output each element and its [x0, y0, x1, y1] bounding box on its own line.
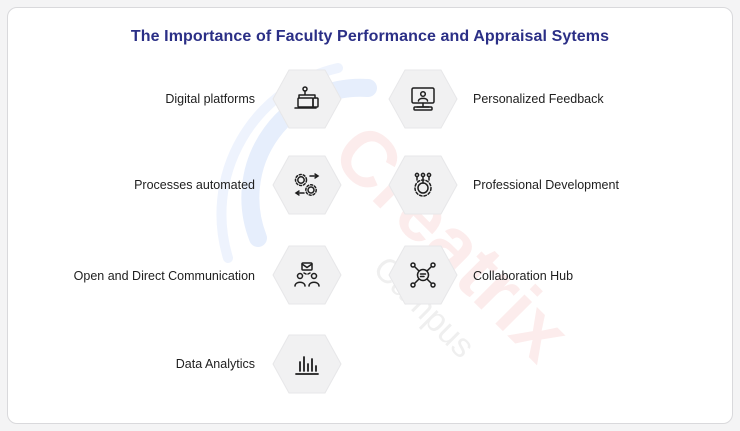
network-hub-icon	[410, 262, 436, 288]
label-digital-platforms: Digital platforms	[165, 92, 255, 106]
gears-icon	[294, 173, 320, 196]
hex-processes-automated	[271, 154, 343, 216]
label-personalized-feedback: Personalized Feedback	[473, 92, 604, 106]
label-open-direct-communication: Open and Direct Communication	[73, 269, 255, 283]
hex-digital-platforms	[271, 68, 343, 130]
label-professional-development: Professional Development	[473, 178, 619, 192]
gear-team-icon	[414, 172, 432, 197]
page-title: The Importance of Faculty Performance an…	[130, 28, 610, 45]
monitor-user-icon	[411, 87, 435, 111]
label-processes-automated: Processes automated	[134, 178, 255, 192]
hex-collaboration-hub	[387, 244, 459, 306]
hex-personalized-feedback	[387, 68, 459, 130]
label-data-analytics: Data Analytics	[175, 357, 255, 371]
people-message-icon	[294, 262, 320, 287]
hex-open-direct-communication	[271, 244, 343, 306]
watermark-brand: Creatrix	[317, 107, 588, 378]
hex-data-analytics	[271, 333, 343, 395]
hex-professional-development	[387, 154, 459, 216]
laptop-network-icon	[294, 86, 319, 109]
bar-chart-icon	[295, 356, 319, 375]
label-collaboration-hub: Collaboration Hub	[473, 269, 574, 283]
infographic-card: Creatrix Campus The Importance of Facult…	[7, 7, 733, 424]
